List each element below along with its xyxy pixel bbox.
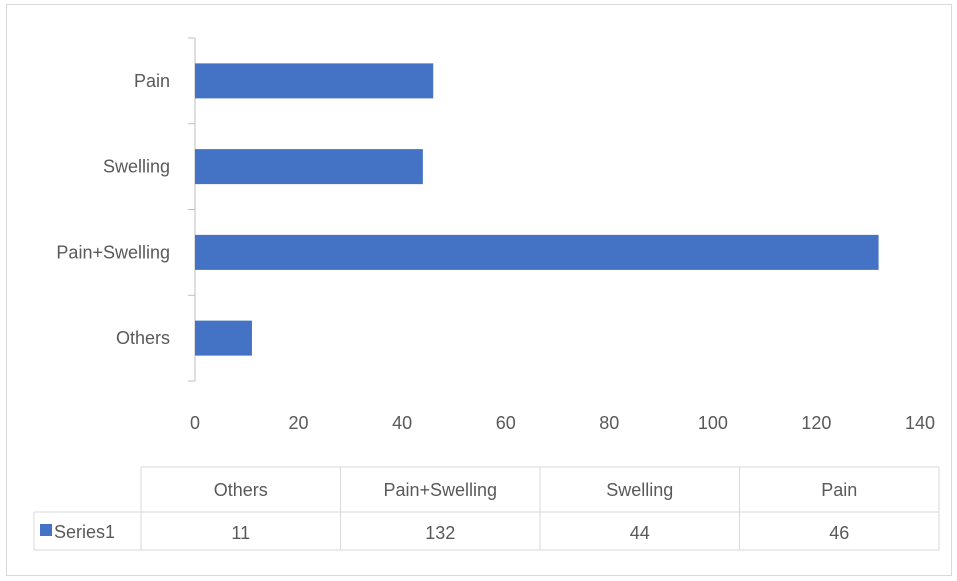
table-value-cell: 44	[630, 523, 650, 543]
table-value-cell: 11	[231, 523, 250, 543]
x-tick-label: 0	[190, 413, 200, 433]
data-table: Others 11 Pain+Swelling 132 Swelling 44 Pain 46…	[33, 466, 940, 551]
bar-pain	[195, 63, 434, 99]
category-label: Swelling	[103, 157, 170, 177]
bars-layer	[195, 63, 879, 356]
category-labels: Others Pain+Swelling Swelling Pain	[56, 71, 170, 348]
bar-swelling	[195, 149, 423, 185]
axis-layer	[188, 37, 196, 382]
x-tick-label: 100	[698, 413, 728, 433]
x-tick-label: 20	[289, 413, 309, 433]
table-value-cell: 46	[829, 523, 849, 543]
category-label: Pain	[134, 71, 170, 91]
series-name: Series1	[54, 522, 115, 542]
table-header-cell: Swelling	[606, 480, 673, 500]
x-tick-label: 60	[496, 413, 516, 433]
table-header-cell: Others	[214, 480, 268, 500]
category-label: Others	[116, 328, 170, 348]
legend-key	[40, 524, 52, 536]
table-header-cell: Pain	[821, 480, 857, 500]
bar-pain-swelling	[195, 234, 879, 270]
table-header-cell: Pain+Swelling	[383, 480, 497, 500]
bar-others	[195, 320, 252, 356]
x-tick-label: 40	[392, 413, 412, 433]
x-tick-label: 120	[801, 413, 831, 433]
x-tick-label: 80	[599, 413, 619, 433]
table-value-cell: 132	[425, 523, 455, 543]
chart-area	[6, 4, 952, 576]
category-label: Pain+Swelling	[56, 242, 170, 262]
x-tick-labels: 0 20 40 60 80 100 120 140	[190, 413, 935, 433]
x-tick-label: 140	[905, 413, 935, 433]
